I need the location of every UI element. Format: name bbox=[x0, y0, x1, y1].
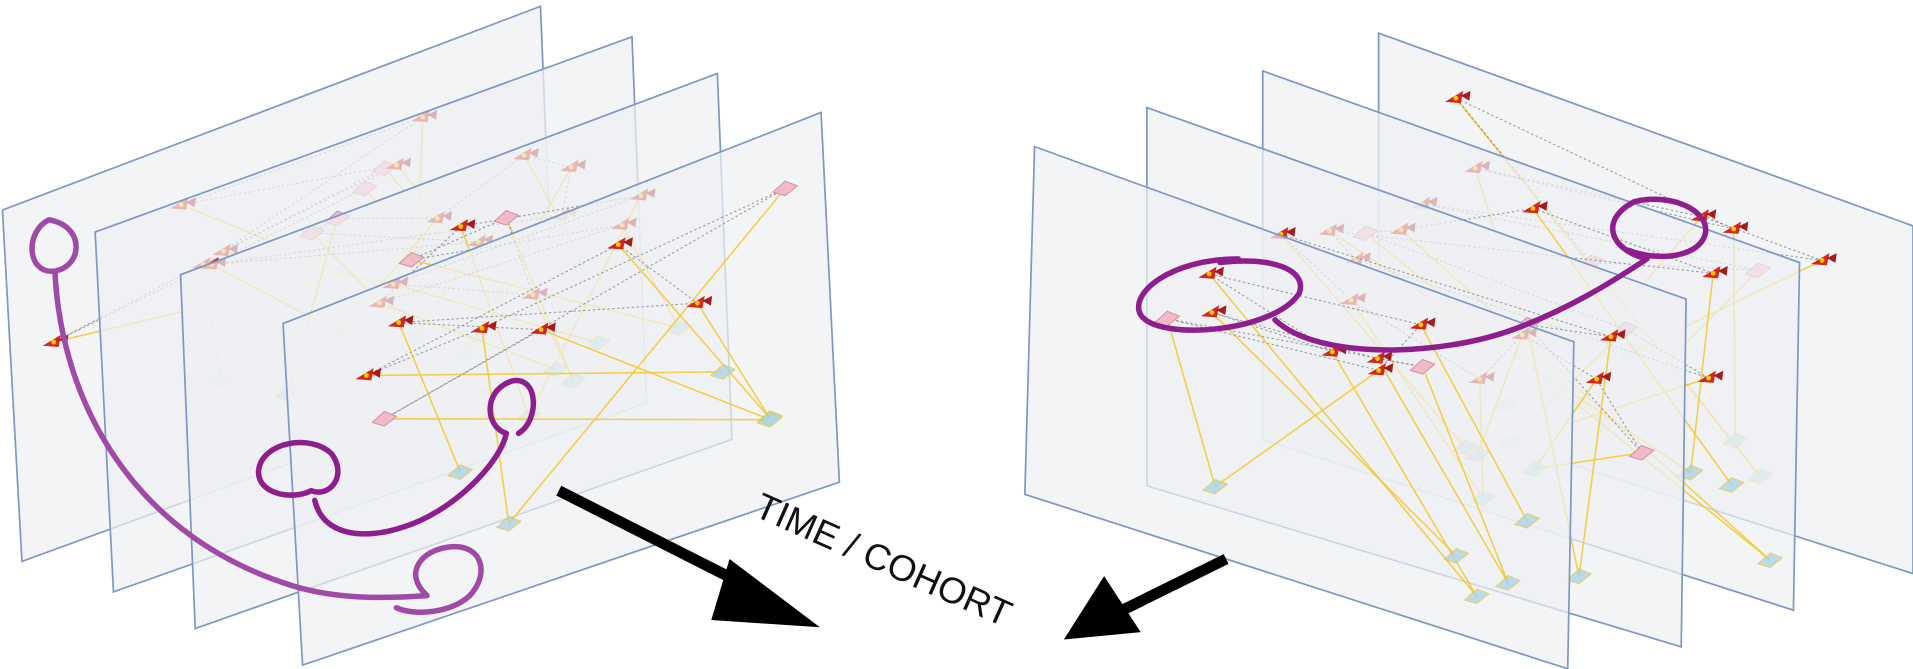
arrow bbox=[1064, 559, 1226, 640]
fish-eye bbox=[1706, 376, 1711, 381]
fish-eye bbox=[479, 326, 484, 331]
fish-eye bbox=[1820, 258, 1825, 263]
link bbox=[384, 419, 770, 420]
fish-eye bbox=[1375, 356, 1380, 361]
fish-eye bbox=[539, 327, 544, 332]
fish-eye bbox=[1731, 227, 1736, 232]
fish-eye bbox=[1330, 349, 1335, 354]
fish-eye bbox=[1207, 272, 1212, 277]
fish-eye bbox=[1608, 334, 1613, 339]
fish-eye bbox=[1376, 368, 1381, 373]
fish-eye bbox=[616, 242, 621, 247]
fish-eye bbox=[1453, 96, 1458, 101]
fish-eye bbox=[1594, 377, 1599, 382]
fish-eye bbox=[458, 224, 463, 229]
fish-eye bbox=[396, 320, 401, 325]
right-planes bbox=[1025, 33, 1913, 669]
fish-eye bbox=[1711, 271, 1716, 276]
fish-eye bbox=[1531, 206, 1536, 211]
fish-eye bbox=[364, 373, 369, 378]
fish-eye bbox=[1418, 322, 1423, 327]
fish-eye bbox=[1209, 310, 1214, 315]
fish-eye bbox=[51, 340, 56, 345]
fish-eye bbox=[695, 301, 700, 306]
diagram: TIME / COHORT bbox=[0, 0, 1913, 669]
